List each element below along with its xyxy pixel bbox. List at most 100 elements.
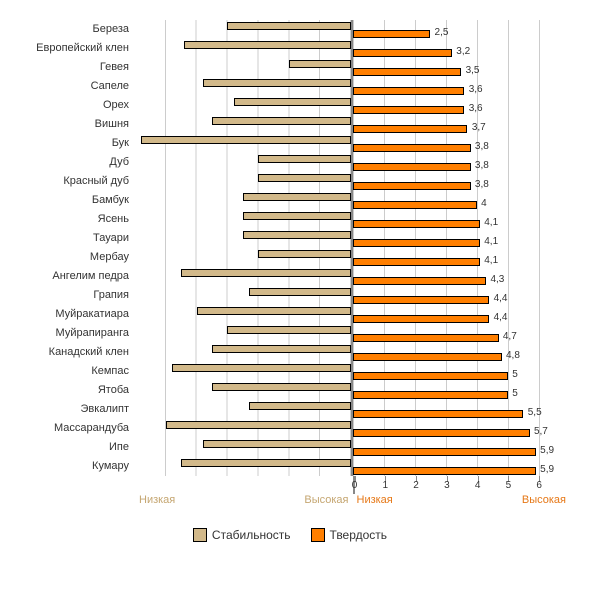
hardness-value: 4,3	[490, 275, 504, 285]
data-row: Сапеле 3,6	[10, 77, 570, 96]
category-label: Кемпас	[10, 362, 135, 381]
bar-stability	[243, 193, 351, 201]
bar-hardness	[353, 429, 530, 437]
hardness-value: 4,7	[503, 332, 517, 342]
bar-hardness	[353, 239, 480, 247]
hardness-value: 5,5	[528, 408, 542, 418]
data-row: Гевея 3,5	[10, 58, 570, 77]
bar-hardness	[353, 410, 524, 418]
category-label: Бук	[10, 134, 135, 153]
scale-left-low: Низкая	[139, 494, 175, 506]
bar-hardness	[353, 30, 431, 38]
bar-hardness	[353, 87, 465, 95]
data-row: Муйракатиара 4,4	[10, 305, 570, 324]
axis-right-half: 0123456	[353, 476, 571, 494]
hardness-value: 4	[481, 199, 487, 209]
data-row: Ипе 5,9	[10, 438, 570, 457]
hardness-value: 2,5	[435, 28, 449, 38]
bar-stability	[227, 326, 350, 334]
data-row: Мербау 4,1	[10, 248, 570, 267]
data-row: Береза 2,5	[10, 20, 570, 39]
hardness-value: 4,8	[506, 351, 520, 361]
scale-left: Низкая Высокая	[135, 494, 353, 506]
hardness-value: 3,2	[456, 47, 470, 57]
bar-stability	[234, 98, 351, 106]
legend: Стабильность Твердость	[10, 528, 570, 542]
category-label: Красный дуб	[10, 172, 135, 191]
tick-label: 3	[444, 480, 450, 491]
category-label: Европейский клен	[10, 39, 135, 58]
bar-stability	[243, 231, 351, 239]
bar-hardness	[353, 163, 471, 171]
hardness-value: 5,9	[540, 465, 554, 475]
category-label: Гевея	[10, 58, 135, 77]
bar-hardness	[353, 201, 477, 209]
category-label: Мербау	[10, 248, 135, 267]
category-label: Ясень	[10, 210, 135, 229]
scale-labels-row: Низкая Высокая Низкая Высокая	[10, 494, 570, 506]
bar-stability	[197, 307, 351, 315]
category-label: Береза	[10, 20, 135, 39]
tick-label: 6	[536, 480, 542, 491]
category-label: Орех	[10, 96, 135, 115]
hardness-value: 5	[512, 370, 518, 380]
bar-stability	[172, 364, 351, 372]
data-row: Кумару 5,9	[10, 457, 570, 476]
bar-stability	[141, 136, 350, 144]
category-label: Кумару	[10, 457, 135, 476]
bar-hardness	[353, 391, 508, 399]
legend-hardness: Твердость	[311, 528, 388, 542]
bar-stability	[166, 421, 351, 429]
bar-hardness	[353, 106, 465, 114]
bar-stability	[212, 117, 351, 125]
bar-stability	[181, 459, 350, 467]
data-row: Орех 3,6	[10, 96, 570, 115]
bar-hardness	[353, 125, 468, 133]
hardness-value: 4,4	[494, 294, 508, 304]
category-label: Ятоба	[10, 381, 135, 400]
scale-right: Низкая Высокая	[353, 494, 571, 506]
bar-stability	[249, 402, 351, 410]
category-label: Бамбук	[10, 191, 135, 210]
data-row: Тауари 4,1	[10, 229, 570, 248]
category-label: Тауари	[10, 229, 135, 248]
tick-label: 1	[383, 480, 389, 491]
category-label: Массарандуба	[10, 419, 135, 438]
bar-stability	[258, 250, 350, 258]
bar-hardness	[353, 448, 536, 456]
data-row: Ятоба 5	[10, 381, 570, 400]
wood-hardness-stability-chart: Береза 2,5 Европейский клен 3,2 Гевея	[10, 20, 570, 542]
category-label: Дуб	[10, 153, 135, 172]
category-label: Вишня	[10, 115, 135, 134]
hardness-value: 3,6	[469, 104, 483, 114]
data-row: Ясень 4,1	[10, 210, 570, 229]
category-label: Муйрапиранга	[10, 324, 135, 343]
swatch-hardness	[311, 528, 325, 542]
bar-hardness	[353, 182, 471, 190]
category-label: Грапия	[10, 286, 135, 305]
tick-label: 5	[506, 480, 512, 491]
bar-stability	[249, 288, 351, 296]
bar-hardness	[353, 220, 480, 228]
x-axis: 0123456	[10, 476, 570, 494]
bar-hardness	[353, 296, 490, 304]
data-row: Эвкалипт 5,5	[10, 400, 570, 419]
data-row: Массарандуба 5,7	[10, 419, 570, 438]
bar-hardness	[353, 258, 480, 266]
category-label: Эвкалипт	[10, 400, 135, 419]
swatch-stability	[193, 528, 207, 542]
data-row: Муйрапиранга 4,7	[10, 324, 570, 343]
tick-label: 4	[475, 480, 481, 491]
hardness-value: 3,8	[475, 161, 489, 171]
hardness-value: 4,1	[484, 256, 498, 266]
axis-left-half	[135, 476, 353, 494]
hardness-value: 5,7	[534, 427, 548, 437]
bar-stability	[181, 269, 350, 277]
bar-stability	[258, 155, 350, 163]
bar-hardness	[353, 315, 490, 323]
scale-left-high: Высокая	[304, 494, 348, 506]
data-row: Вишня 3,7	[10, 115, 570, 134]
bar-stability	[184, 41, 350, 49]
data-row: Канадский клен 4,8	[10, 343, 570, 362]
category-label: Канадский клен	[10, 343, 135, 362]
